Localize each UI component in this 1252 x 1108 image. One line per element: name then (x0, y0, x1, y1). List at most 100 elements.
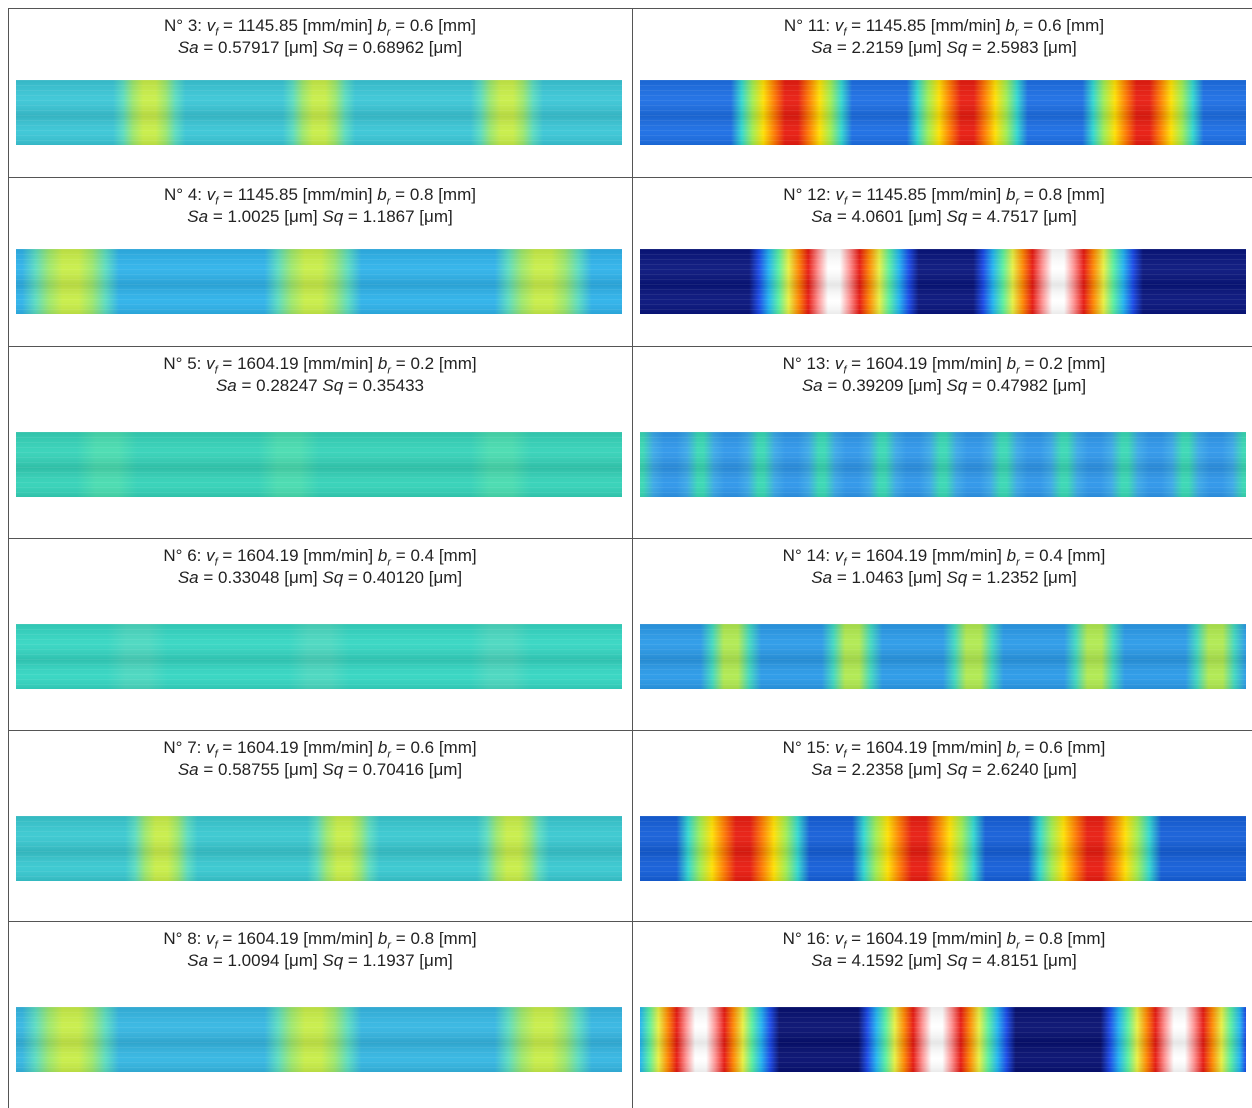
map-texture (16, 624, 622, 689)
equals: = (396, 929, 406, 948)
equals: = (851, 16, 861, 35)
radial-depth: 0.8 (1039, 185, 1063, 204)
symbol: b (377, 16, 386, 35)
surface-map (640, 816, 1246, 881)
symbol: Sq (322, 207, 343, 226)
radial-depth: 0.2 (410, 354, 434, 373)
unit: [μm] (1043, 760, 1076, 779)
cell-roughness: Sa = 0.28247 Sq = 0.35433 (10, 375, 630, 397)
unit: [μm] (284, 568, 317, 587)
row-divider (8, 346, 1252, 347)
sample-number: N° 14: (783, 546, 830, 565)
unit: [mm/min] (931, 185, 1001, 204)
feed-rate: 1604.19 (866, 738, 927, 757)
sq-value: 1.2352 (987, 568, 1039, 587)
surface-map (16, 816, 622, 881)
sq-value: 4.8151 (987, 951, 1039, 970)
symbol: b (378, 354, 387, 373)
map-texture (640, 816, 1246, 881)
symbol: Sq (322, 38, 343, 57)
equals: = (851, 738, 861, 757)
equals: = (242, 376, 252, 395)
equals: = (1024, 185, 1034, 204)
radial-depth: 0.8 (410, 929, 434, 948)
equals: = (396, 738, 406, 757)
unit: [μm] (908, 376, 941, 395)
radial-depth: 0.4 (1039, 546, 1063, 565)
equals: = (851, 546, 861, 565)
unit: [μm] (429, 568, 462, 587)
equals: = (852, 185, 862, 204)
unit: [mm/min] (932, 354, 1002, 373)
symbol: v (206, 738, 215, 757)
unit: [mm] (1068, 354, 1106, 373)
equals: = (396, 354, 406, 373)
sa-value: 2.2358 (851, 760, 903, 779)
sample-number: N° 6: (163, 546, 201, 565)
equals: = (851, 354, 861, 373)
surface-map (16, 80, 622, 145)
equals: = (222, 354, 232, 373)
surface-map (640, 80, 1246, 145)
symbol: b (378, 546, 387, 565)
figure-table: N° 3: vf = 1145.85 [mm/min] br = 0.6 [mm… (0, 0, 1252, 1108)
equals: = (1025, 546, 1035, 565)
unit: [μm] (1043, 207, 1076, 226)
symbol: v (835, 185, 844, 204)
sa-value: 1.0025 (227, 207, 279, 226)
unit: [μm] (1043, 38, 1076, 57)
map-texture (640, 432, 1246, 497)
equals: = (222, 546, 232, 565)
equals: = (1025, 738, 1035, 757)
radial-depth: 0.2 (1039, 354, 1063, 373)
cell-roughness: Sa = 1.0025 [μm] Sq = 1.1867 [μm] (10, 206, 630, 228)
unit: [mm/min] (932, 546, 1002, 565)
cell-roughness: Sa = 0.33048 [μm] Sq = 0.40120 [μm] (10, 567, 630, 589)
radial-depth: 0.8 (1039, 929, 1063, 948)
cell-roughness: Sa = 2.2159 [μm] Sq = 2.5983 [μm] (634, 37, 1252, 59)
sample-number: N° 4: (164, 185, 202, 204)
feed-rate: 1604.19 (237, 738, 298, 757)
unit: [μm] (1043, 951, 1076, 970)
unit: [μm] (908, 568, 941, 587)
feed-rate: 1604.19 (866, 354, 927, 373)
symbol: Sa (178, 760, 199, 779)
row-divider (8, 921, 1252, 922)
sa-value: 0.28247 (256, 376, 317, 395)
equals: = (972, 38, 982, 57)
sq-value: 0.47982 (987, 376, 1048, 395)
symbol: Sq (946, 38, 967, 57)
surface-map (640, 1007, 1246, 1072)
feed-rate: 1145.85 (866, 185, 926, 204)
unit: [mm] (438, 16, 476, 35)
unit: [μm] (284, 951, 317, 970)
sq-value: 0.40120 (363, 568, 424, 587)
equals: = (213, 951, 223, 970)
unit: [mm] (439, 738, 477, 757)
symbol: Sq (322, 951, 343, 970)
symbol: b (378, 738, 387, 757)
cell-roughness: Sa = 1.0463 [μm] Sq = 1.2352 [μm] (634, 567, 1252, 589)
unit: [mm/min] (931, 16, 1001, 35)
equals: = (222, 738, 232, 757)
unit: [mm/min] (932, 738, 1002, 757)
sq-value: 1.1867 (363, 207, 415, 226)
surface-map (16, 1007, 622, 1072)
sq-value: 1.1937 (363, 951, 415, 970)
radial-depth: 0.6 (1039, 738, 1063, 757)
radial-depth: 0.8 (410, 185, 434, 204)
unit: [μm] (908, 951, 941, 970)
unit: [μm] (908, 207, 941, 226)
sq-value: 0.35433 (363, 376, 424, 395)
unit: [μm] (1043, 568, 1076, 587)
sq-value: 4.7517 (987, 207, 1039, 226)
symbol: v (207, 16, 216, 35)
surface-map (16, 432, 622, 497)
unit: [mm] (439, 929, 477, 948)
equals: = (972, 760, 982, 779)
unit: [mm] (1068, 738, 1106, 757)
equals: = (203, 568, 213, 587)
surface-map (640, 624, 1246, 689)
symbol: v (206, 546, 215, 565)
sa-value: 0.58755 (218, 760, 279, 779)
